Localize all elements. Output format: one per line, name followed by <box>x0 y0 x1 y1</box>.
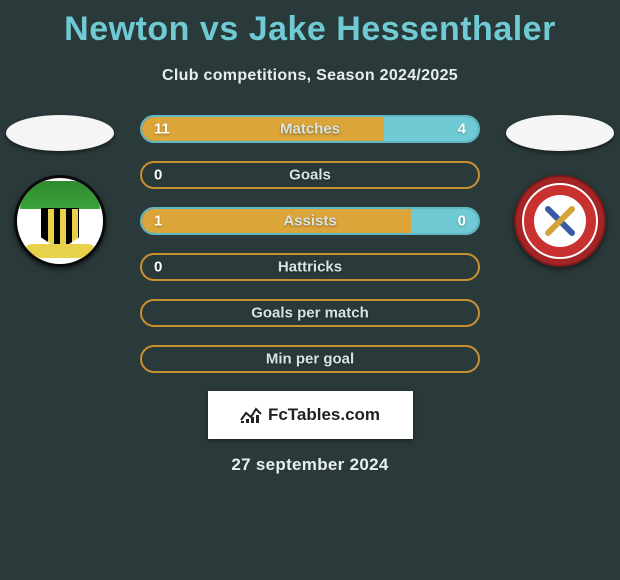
page-title: Newton vs Jake Hessenthaler <box>0 0 620 49</box>
bar-value-right: 4 <box>458 121 466 138</box>
bar-fill-left <box>142 117 384 141</box>
comparison-container: 11 4 Matches 0 Goals 1 0 Assists 0 Hattricks Goals… <box>0 115 620 373</box>
stat-bar: 11 4 Matches <box>140 115 480 143</box>
date: 27 september 2024 <box>0 455 620 475</box>
bar-label: Matches <box>280 121 340 138</box>
stat-bar: 0 Goals <box>140 161 480 189</box>
bar-value-left: 0 <box>154 167 162 184</box>
stat-bar: Goals per match <box>140 299 480 327</box>
title-player-right: Jake Hessenthaler <box>249 10 556 48</box>
bar-label: Assists <box>283 213 336 230</box>
bar-value-right: 0 <box>458 213 466 230</box>
brand-logo-icon <box>240 406 262 424</box>
left-side <box>0 115 120 267</box>
bar-label: Hattricks <box>278 259 342 276</box>
player-photo-placeholder-right <box>506 115 614 151</box>
bar-fill-right <box>411 209 478 233</box>
bar-label: Goals <box>289 167 331 184</box>
club-badge-right <box>514 175 606 267</box>
title-vs: vs <box>200 10 239 48</box>
bar-value-left: 0 <box>154 259 162 276</box>
bar-label: Min per goal <box>266 351 354 368</box>
stat-bar: 1 0 Assists <box>140 207 480 235</box>
bar-fill-left <box>142 209 411 233</box>
bar-value-left: 11 <box>154 121 170 138</box>
stat-bar: Min per goal <box>140 345 480 373</box>
stat-bars: 11 4 Matches 0 Goals 1 0 Assists 0 Hattricks Goals… <box>140 115 480 373</box>
brand-text: FcTables.com <box>268 405 380 425</box>
bar-label: Goals per match <box>251 305 369 322</box>
stat-bar: 0 Hattricks <box>140 253 480 281</box>
subtitle: Club competitions, Season 2024/2025 <box>0 67 620 85</box>
player-photo-placeholder-left <box>6 115 114 151</box>
right-side <box>500 115 620 267</box>
club-badge-left <box>14 175 106 267</box>
title-player-left: Newton <box>64 10 190 48</box>
brand-watermark: FcTables.com <box>208 391 413 439</box>
bar-value-left: 1 <box>154 213 162 230</box>
